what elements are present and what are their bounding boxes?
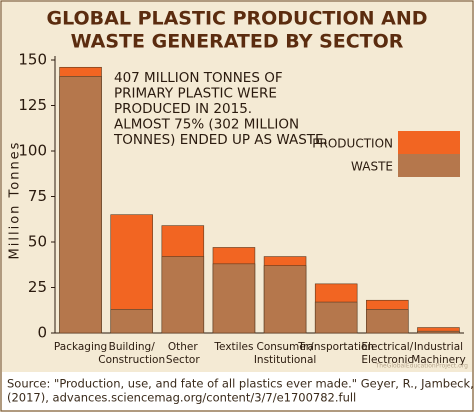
x-tick-label: Industrial (414, 341, 463, 353)
source-box (2, 372, 472, 410)
bar (366, 309, 409, 334)
bar (263, 265, 307, 334)
legend-swatch (398, 154, 460, 177)
x-tick-label: Packaging (54, 341, 107, 353)
x-tick-label: Building/ (109, 341, 156, 353)
x-tick-label: Consumer/ (257, 341, 315, 353)
legend-label: PRODUCTION (312, 137, 393, 151)
annotation: PRODUCED IN 2015. (114, 101, 252, 117)
x-tick-label: Other (168, 341, 198, 353)
x-tick-label: Construction (98, 354, 165, 366)
chart-title: WASTE GENERATED BY SECTOR (71, 31, 404, 53)
y-tick-label: 125 (18, 96, 47, 114)
annotation: 407 MILLION TONNES OF (114, 70, 283, 86)
legend-label: WASTE (351, 160, 393, 174)
annotation: TONNES) ENDED UP AS WASTE. (113, 132, 328, 148)
y-tick-label: 25 (28, 278, 47, 296)
source: Source: "Production, use, and fate of al… (7, 377, 474, 391)
y-axis-label: Million Tonnes (8, 141, 23, 260)
bar (314, 301, 358, 334)
bar (212, 263, 256, 334)
chart-title: GLOBAL PLASTIC PRODUCTION AND (46, 8, 427, 30)
x-tick-label: Machinery (411, 354, 465, 366)
y-tick-label: 150 (18, 51, 47, 69)
bar (161, 256, 205, 334)
watermark: TheGlobalEducationProject.org (375, 363, 469, 370)
source: (2017), advances.sciencemag.org/content/… (7, 391, 356, 405)
bar (59, 76, 102, 334)
bar (110, 309, 153, 334)
x-tick-label: Transportation (297, 341, 374, 353)
x-tick-label: Sector (166, 354, 200, 366)
bar (417, 330, 460, 334)
y-tick-label: 100 (18, 142, 47, 160)
legend-swatch (398, 131, 460, 154)
x-tick-label: Institutional (254, 354, 317, 366)
annotation: PRIMARY PLASTIC WERE (114, 86, 277, 102)
y-tick-label: 0 (37, 324, 47, 342)
x-tick-label: Electronic (361, 354, 413, 366)
annotation: ALMOST 75% (302 MILLION (114, 117, 299, 133)
x-tick-label: Electrical/ (361, 341, 413, 353)
y-tick-label: 75 (28, 187, 47, 205)
y-tick-label: 50 (28, 233, 47, 251)
x-tick-label: Textiles (213, 341, 253, 353)
